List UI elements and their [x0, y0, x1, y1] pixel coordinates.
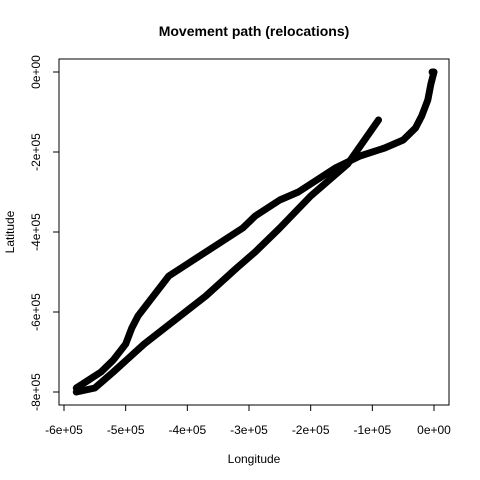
x-tick-label: 0e+00 [417, 423, 451, 437]
series-line-2 [72, 68, 438, 392]
x-axis: -6e+05 -5e+05 -4e+05 -3e+05 -2e+05 -1e+05 0e+0… [45, 404, 451, 437]
y-tick-label: -4e+05 [29, 213, 43, 251]
series-line-1 [72, 116, 382, 396]
chart-title: Movement path (relocations) [159, 23, 350, 39]
y-axis: 0e+00 -2e+05 -4e+05 -6e+05 -8e+05 [29, 55, 60, 411]
y-tick-label: -2e+05 [29, 133, 43, 171]
x-tick-label: -3e+05 [230, 423, 268, 437]
y-axis-label: Latitude [3, 210, 17, 253]
x-tick-label: -4e+05 [168, 423, 206, 437]
y-tick-label: -8e+05 [29, 373, 43, 411]
y-tick-label: 0e+00 [29, 55, 43, 89]
x-tick-label: -6e+05 [45, 423, 83, 437]
x-tick-label: -2e+05 [292, 423, 330, 437]
x-tick-label: -5e+05 [107, 423, 145, 437]
series-group [72, 68, 438, 396]
y-tick-label: -6e+05 [29, 293, 43, 331]
x-tick-label: -1e+05 [353, 423, 391, 437]
x-axis-label: Longitude [228, 452, 281, 466]
